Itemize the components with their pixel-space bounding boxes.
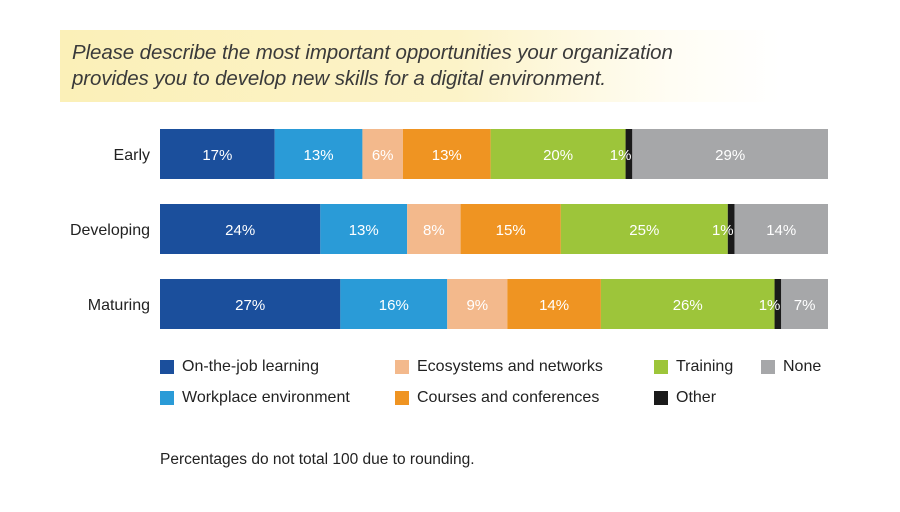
category-label-maturing: Maturing [88, 297, 150, 314]
bar-segment-developing-on-the-job-learning [160, 204, 321, 254]
legend-label-other: Other [676, 389, 717, 406]
legend-item-none: None [761, 358, 821, 376]
bar-segment-early-courses-and-conferences [402, 129, 491, 179]
legend-item-workplace-environment: Workplace environment [160, 389, 350, 407]
bar-segment-maturing-courses-and-conferences [507, 279, 601, 329]
legend-swatch-workplace-environment [160, 391, 174, 405]
category-label-early: Early [114, 147, 150, 164]
bar-segment-maturing-other [774, 279, 782, 329]
data-label-early-workplace-environment: 13% [304, 147, 334, 164]
bar-segment-developing-ecosystems-and-networks [407, 204, 461, 254]
data-label-maturing-workplace-environment: 16% [379, 297, 409, 314]
bar-segment-early-workplace-environment [274, 129, 363, 179]
data-label-maturing-none: 7% [794, 297, 816, 314]
bar-segment-early-ecosystems-and-networks [362, 129, 403, 179]
legend-swatch-other [654, 391, 668, 405]
bar-segment-maturing-on-the-job-learning [160, 279, 341, 329]
legend-label-on-the-job-learning: On-the-job learning [182, 358, 319, 375]
legend-swatch-courses-and-conferences [395, 391, 409, 405]
legend-label-training: Training [676, 358, 734, 375]
bar-segment-maturing-training [600, 279, 775, 329]
data-label-early-training: 20% [543, 147, 573, 164]
data-label-early-other: 1% [610, 147, 632, 164]
legend-swatch-on-the-job-learning [160, 360, 174, 374]
legend-item-other: Other [654, 389, 716, 407]
legend-label-workplace-environment: Workplace environment [182, 389, 350, 406]
stacked-bar-chart: Early 17% 13% 6% 13% 20% 1% 29% Developing 24% 13%… [70, 129, 828, 329]
bar-segment-early-on-the-job-learning [160, 129, 275, 179]
bar-segment-early-none [632, 129, 828, 179]
legend-label-ecosystems-and-networks: Ecosystems and networks [417, 358, 603, 375]
data-label-developing-training: 25% [629, 222, 659, 239]
data-label-maturing-ecosystems-and-networks: 9% [466, 297, 488, 314]
data-label-maturing-courses-and-conferences: 14% [539, 297, 569, 314]
bar-segment-developing-none [734, 204, 828, 254]
legend-item-courses-and-conferences: Courses and conferences [395, 389, 599, 407]
data-label-developing-workplace-environment: 13% [349, 222, 379, 239]
legend-swatch-ecosystems-and-networks [395, 360, 409, 374]
data-label-developing-courses-and-conferences: 15% [496, 222, 526, 239]
bar-segment-early-training [490, 129, 626, 179]
legend-label-courses-and-conferences: Courses and conferences [417, 389, 600, 406]
bar-segment-developing-workplace-environment [320, 204, 408, 254]
question-band [60, 30, 780, 102]
legend-label-none: None [783, 358, 822, 375]
category-label-developing: Developing [70, 222, 150, 239]
survey-question: Please describe the most important oppor… [72, 41, 673, 90]
bar-segment-developing-courses-and-conferences [460, 204, 561, 254]
legend-item-on-the-job-learning: On-the-job learning [160, 358, 319, 376]
data-label-early-on-the-job-learning: 17% [202, 147, 232, 164]
chart-legend: On-the-job learning Workplace environment… [160, 356, 860, 420]
legend-item-training: Training [654, 358, 733, 376]
data-label-maturing-other: 1% [759, 297, 781, 314]
bar-segment-maturing-none [781, 279, 828, 329]
footnote: Percentages do not total 100 due to roun… [160, 451, 475, 468]
bar-segment-maturing-workplace-environment [340, 279, 448, 329]
bar-segment-developing-other [727, 204, 735, 254]
legend-swatch-none [761, 360, 775, 374]
legend-swatch-training [654, 360, 668, 374]
data-label-developing-other: 1% [712, 222, 734, 239]
bar-segment-early-other [625, 129, 633, 179]
data-label-maturing-on-the-job-learning: 27% [235, 297, 265, 314]
data-label-early-courses-and-conferences: 13% [432, 147, 462, 164]
data-label-developing-none: 14% [766, 222, 796, 239]
bar-segment-developing-training [560, 204, 728, 254]
data-label-maturing-training: 26% [673, 297, 703, 314]
data-label-early-none: 29% [715, 147, 745, 164]
data-label-developing-on-the-job-learning: 24% [225, 222, 255, 239]
bar-segment-maturing-ecosystems-and-networks [447, 279, 508, 329]
legend-item-ecosystems-and-networks: Ecosystems and networks [395, 358, 603, 376]
data-label-early-ecosystems-and-networks: 6% [372, 147, 394, 164]
data-label-developing-ecosystems-and-networks: 8% [423, 222, 445, 239]
